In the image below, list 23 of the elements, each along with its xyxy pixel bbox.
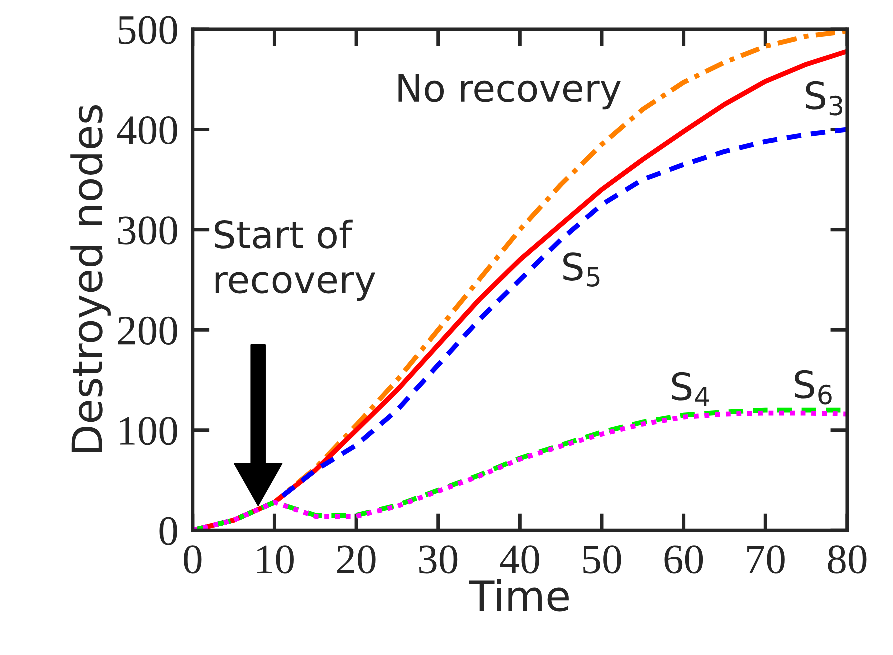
- y-axis-title: Destroyed nodes: [70, 105, 111, 452]
- x-tick-label: 80: [828, 546, 867, 574]
- x-tick-label: 0: [184, 546, 202, 574]
- x-tick-label: 40: [500, 546, 540, 574]
- x-tick-label: 70: [748, 546, 785, 574]
- x-tick-label: 30: [420, 546, 458, 574]
- y-tick-label: 100: [120, 417, 178, 446]
- x-tick-label: 20: [338, 546, 376, 574]
- annotation: Start of recovery: [215, 220, 376, 302]
- y-tick-label: 500: [118, 16, 178, 44]
- y-tick-label: 0: [160, 517, 178, 546]
- x-tick-label: 50: [584, 546, 622, 574]
- series-label: S$_{4}$: [672, 372, 710, 406]
- x-tick-label: 60: [664, 546, 704, 574]
- x-axis-title: Time: [469, 579, 569, 612]
- y-tick-label: 400: [117, 116, 178, 145]
- series-label: S$_{5}$: [564, 252, 600, 287]
- series-label: No recovery: [398, 74, 621, 110]
- y-tick-label: 300: [118, 216, 178, 245]
- series-label: S$_{3}$: [806, 81, 843, 116]
- series-label: S$_{6}$: [795, 370, 832, 405]
- x-tick-label: 10: [258, 546, 294, 574]
- y-tick-label: 200: [118, 316, 178, 345]
